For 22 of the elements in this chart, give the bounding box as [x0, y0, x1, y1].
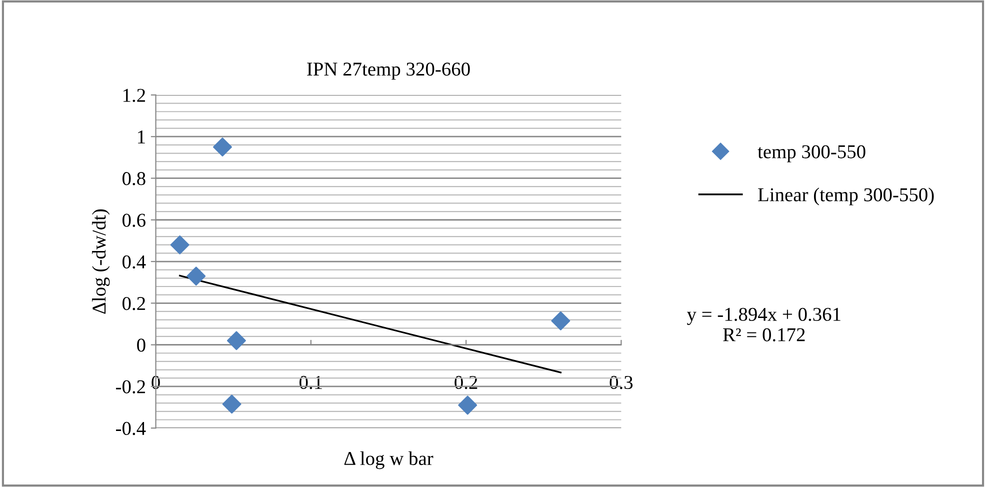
y-tick-label: 1 — [138, 130, 145, 144]
x-axis-title: Δ log w bar — [344, 451, 434, 470]
y-tick-label: 0 — [137, 338, 146, 352]
point — [170, 235, 190, 254]
y-tick-label: 0.6 — [122, 214, 146, 227]
y-tick-label: -0.2 — [116, 380, 145, 394]
y-tick-label: 0.2 — [122, 296, 145, 310]
legend-label: temp 300-550 — [758, 145, 866, 162]
point — [222, 394, 242, 414]
point — [226, 331, 246, 350]
y-tick-label: 0.8 — [122, 172, 146, 186]
chart-title: IPN 27temp 320-660 — [307, 62, 470, 80]
point — [551, 311, 570, 330]
y-tick-label: 1.2 — [123, 88, 145, 102]
legend-label: Linear (temp 300-550) — [758, 188, 934, 206]
text: y = -1.894x + 0.361 R² = 0.172 — [686, 308, 840, 342]
point — [213, 138, 232, 156]
y-tick-label: -0.4 — [116, 422, 146, 436]
y-tick-label: 0.4 — [122, 255, 146, 269]
point — [458, 396, 478, 415]
y-axis-title: Δlog (-dw/dt) — [92, 209, 110, 314]
point — [186, 266, 206, 286]
